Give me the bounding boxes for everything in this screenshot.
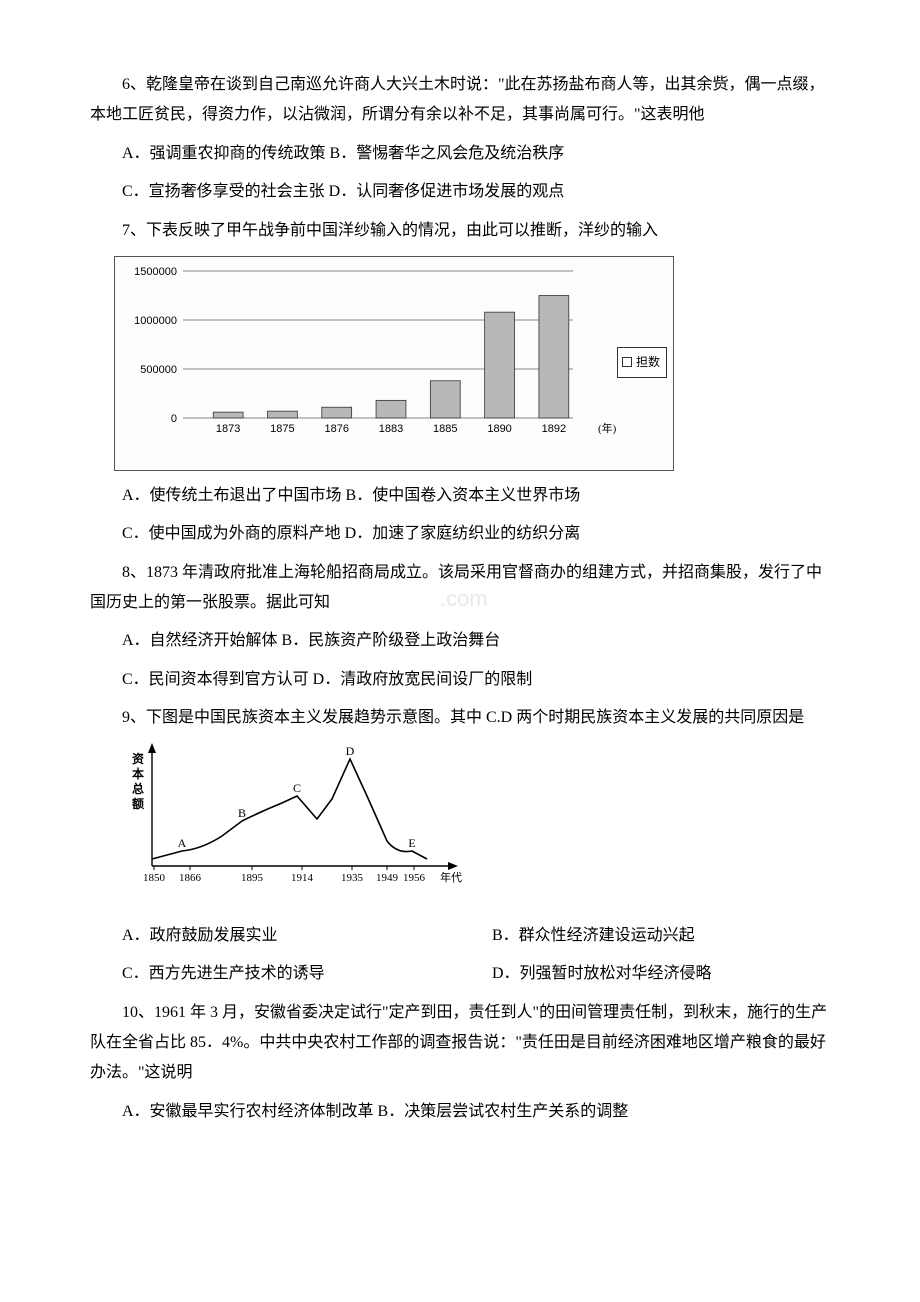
svg-text:A: A [178, 836, 187, 850]
svg-text:总: 总 [132, 781, 144, 796]
svg-text:0: 0 [171, 413, 177, 425]
svg-text:500000: 500000 [140, 364, 177, 376]
q7-stem: 7、下表反映了甲午战争前中国洋纱输入的情况，由此可以推断，洋纱的输入 [90, 216, 830, 246]
bar-chart-svg: 0 500000 1000000 1500000 1873 1875 1876 1883 188… [123, 265, 643, 446]
svg-text:1935: 1935 [341, 872, 364, 884]
svg-text:1876: 1876 [324, 423, 348, 435]
legend-label: 担数 [636, 351, 660, 374]
q7-options-cd: C．使中国成为外商的原料产地 D．加速了家庭纺织业的纺织分离 [90, 519, 830, 549]
q8-options-cd: C．民间资本得到官方认可 D．清政府放宽民间设厂的限制 [90, 665, 830, 695]
svg-text:额: 额 [132, 796, 144, 811]
svg-text:1885: 1885 [433, 423, 457, 435]
q7-options-ab: A．使传统土布退出了中国市场 B．使中国卷入资本主义世界市场 [90, 481, 830, 511]
svg-text:年代: 年代 [440, 870, 462, 884]
svg-text:1883: 1883 [379, 423, 403, 435]
svg-text:E: E [408, 836, 415, 850]
svg-text:(年): (年) [598, 421, 617, 435]
svg-text:1875: 1875 [270, 423, 294, 435]
svg-text:B: B [238, 806, 246, 820]
q9-options-row1: A．政府鼓励发展实业 B．群众性经济建设运动兴起 [90, 921, 830, 951]
svg-text:1949: 1949 [376, 872, 399, 884]
svg-text:1914: 1914 [291, 872, 314, 884]
svg-text:1500000: 1500000 [134, 266, 177, 278]
q10-options-ab: A．安徽最早实行农村经济体制改革 B．决策层尝试农村生产关系的调整 [90, 1097, 830, 1127]
svg-text:1866: 1866 [179, 872, 202, 884]
bar-chart-legend: 担数 [617, 347, 667, 378]
q9-option-d: D．列强暂时放松对华经济侵略 [460, 959, 830, 989]
q9-option-c: C．西方先进生产技术的诱导 [90, 959, 460, 989]
q6-options-ab: A．强调重农抑商的传统政策 B．警惕奢华之风会危及统治秩序 [90, 139, 830, 169]
svg-text:1873: 1873 [216, 423, 240, 435]
q9-stem: 9、下图是中国民族资本主义发展趋势示意图。其中 C.D 两个时期民族资本主义发展… [90, 703, 830, 733]
q6-options-cd: C．宣扬奢侈享受的社会主张 D．认同奢侈促进市场发展的观点 [90, 177, 830, 207]
q9-line-chart: 资本总额 A B C D E 1850 1866 1895 1914 1935 1949 1956 年代 [122, 741, 830, 912]
svg-text:C: C [293, 781, 301, 795]
q9-option-a: A．政府鼓励发展实业 [90, 921, 460, 951]
q7-bar-chart: 0 500000 1000000 1500000 1873 1875 1876 1883 188… [114, 256, 674, 471]
svg-text:1850: 1850 [143, 872, 166, 884]
svg-text:1956: 1956 [403, 872, 426, 884]
q9-options-row2: C．西方先进生产技术的诱导 D．列强暂时放松对华经济侵略 [90, 959, 830, 989]
svg-text:1890: 1890 [487, 423, 511, 435]
q8-stem: 8、1873 年清政府批准上海轮船招商局成立。该局采用官督商办的组建方式，并招商… [90, 558, 830, 619]
svg-text:1000000: 1000000 [134, 315, 177, 327]
q9-option-b: B．群众性经济建设运动兴起 [460, 921, 830, 951]
q6-stem: 6、乾隆皇帝在谈到自己南巡允许商人大兴土木时说："此在苏扬盐布商人等，出其余赀，… [90, 70, 830, 131]
svg-text:1895: 1895 [241, 872, 264, 884]
q8-options-ab: A．自然经济开始解体 B．民族资产阶级登上政治舞台 [90, 626, 830, 656]
svg-text:本: 本 [132, 766, 144, 781]
svg-text:1892: 1892 [542, 423, 566, 435]
q10-stem: 10、1961 年 3 月，安徽省委决定试行"定产到田，责任到人"的田间管理责任… [90, 998, 830, 1089]
legend-swatch-icon [622, 357, 632, 367]
svg-text:D: D [346, 744, 355, 758]
line-chart-svg: 资本总额 A B C D E 1850 1866 1895 1914 1935 1949 1956 年代 [122, 741, 482, 901]
svg-text:资: 资 [132, 751, 144, 766]
